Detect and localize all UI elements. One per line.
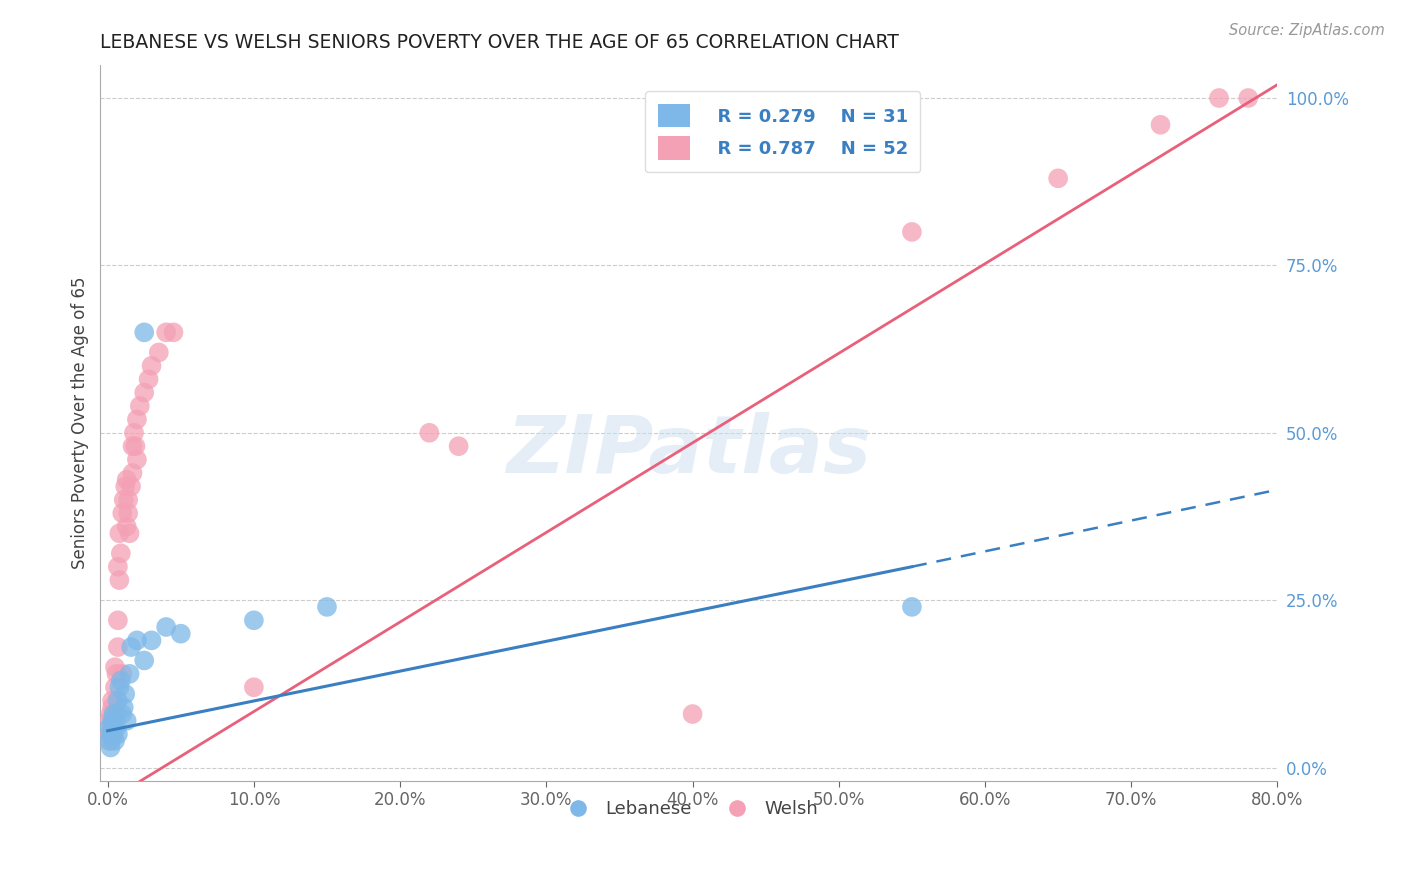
- Point: [1047, 171, 1070, 186]
- Point: [111, 666, 134, 681]
- Text: LEBANESE VS WELSH SENIORS POVERTY OVER THE AGE OF 65 CORRELATION CHART: LEBANESE VS WELSH SENIORS POVERTY OVER T…: [100, 33, 900, 52]
- Point: [105, 720, 128, 734]
- Point: [141, 633, 163, 648]
- Point: [125, 452, 148, 467]
- Point: [682, 706, 704, 721]
- Point: [108, 526, 131, 541]
- Point: [155, 326, 177, 340]
- Point: [107, 559, 129, 574]
- Point: [104, 734, 127, 748]
- Point: [122, 425, 145, 440]
- Point: [107, 613, 129, 627]
- Legend: Lebanese, Welsh: Lebanese, Welsh: [553, 793, 825, 826]
- Point: [118, 666, 141, 681]
- Point: [110, 673, 132, 688]
- Point: [101, 700, 124, 714]
- Point: [107, 640, 129, 654]
- Point: [114, 687, 136, 701]
- Point: [901, 599, 924, 614]
- Point: [121, 439, 143, 453]
- Point: [125, 412, 148, 426]
- Point: [100, 727, 122, 741]
- Point: [155, 620, 177, 634]
- Point: [134, 653, 156, 667]
- Point: [117, 492, 139, 507]
- Point: [128, 399, 150, 413]
- Point: [120, 640, 142, 654]
- Point: [104, 660, 127, 674]
- Point: [148, 345, 170, 359]
- Point: [118, 526, 141, 541]
- Point: [104, 706, 127, 721]
- Point: [101, 720, 124, 734]
- Point: [901, 225, 924, 239]
- Point: [98, 720, 121, 734]
- Point: [101, 727, 124, 741]
- Point: [112, 492, 135, 507]
- Point: [105, 666, 128, 681]
- Point: [134, 326, 156, 340]
- Point: [98, 714, 121, 728]
- Point: [111, 506, 134, 520]
- Text: ZIPatlas: ZIPatlas: [506, 412, 872, 491]
- Point: [101, 693, 124, 707]
- Point: [447, 439, 470, 453]
- Point: [124, 439, 146, 453]
- Point: [105, 693, 128, 707]
- Point: [243, 613, 266, 627]
- Point: [120, 479, 142, 493]
- Point: [1208, 91, 1230, 105]
- Point: [1149, 118, 1171, 132]
- Point: [115, 519, 138, 533]
- Point: [105, 706, 128, 721]
- Text: Source: ZipAtlas.com: Source: ZipAtlas.com: [1229, 23, 1385, 38]
- Point: [103, 720, 125, 734]
- Point: [115, 473, 138, 487]
- Point: [98, 734, 121, 748]
- Y-axis label: Seniors Poverty Over the Age of 65: Seniors Poverty Over the Age of 65: [72, 277, 89, 569]
- Point: [104, 680, 127, 694]
- Point: [138, 372, 160, 386]
- Point: [101, 714, 124, 728]
- Point: [112, 700, 135, 714]
- Point: [107, 727, 129, 741]
- Point: [111, 706, 134, 721]
- Point: [103, 706, 125, 721]
- Point: [1237, 91, 1260, 105]
- Point: [100, 740, 122, 755]
- Point: [108, 573, 131, 587]
- Point: [115, 714, 138, 728]
- Point: [121, 466, 143, 480]
- Point: [316, 599, 339, 614]
- Point: [108, 680, 131, 694]
- Point: [114, 479, 136, 493]
- Point: [98, 727, 121, 741]
- Point: [100, 734, 122, 748]
- Point: [103, 727, 125, 741]
- Point: [100, 706, 122, 721]
- Point: [243, 680, 266, 694]
- Point: [110, 546, 132, 560]
- Point: [162, 326, 184, 340]
- Point: [104, 714, 127, 728]
- Point: [117, 506, 139, 520]
- Point: [418, 425, 440, 440]
- Point: [107, 693, 129, 707]
- Point: [134, 385, 156, 400]
- Point: [125, 633, 148, 648]
- Point: [103, 714, 125, 728]
- Point: [141, 359, 163, 373]
- Point: [170, 626, 193, 640]
